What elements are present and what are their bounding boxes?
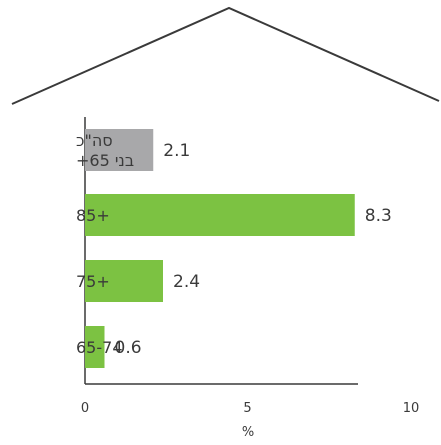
category-label-0-line-0: סה"כ	[76, 131, 113, 150]
value-label-0: 2.1	[163, 141, 190, 161]
roof-outline	[11, 6, 440, 105]
x-ticks-layer: 0 5 10	[81, 401, 419, 416]
x-tick-label-0: 0	[81, 401, 89, 416]
bar-0	[85, 129, 154, 171]
category-label-3-line-0: 65-74	[76, 338, 123, 357]
value-label-1: 8.3	[365, 206, 392, 226]
category-label-2-line-0: 75+	[76, 272, 110, 291]
x-tick-label-2: 10	[403, 401, 420, 416]
bar-2	[85, 260, 163, 302]
category-label-0-line-1: בני 65+	[76, 151, 134, 170]
x-tick-label-1: 5	[243, 401, 251, 416]
x-axis-title: %	[242, 425, 254, 440]
value-label-2: 2.4	[173, 272, 200, 292]
bar-3	[85, 326, 105, 368]
value-label-3: 0.6	[115, 338, 142, 358]
category-label-1-line-0: 85+	[76, 206, 110, 225]
bar-1	[85, 194, 355, 236]
